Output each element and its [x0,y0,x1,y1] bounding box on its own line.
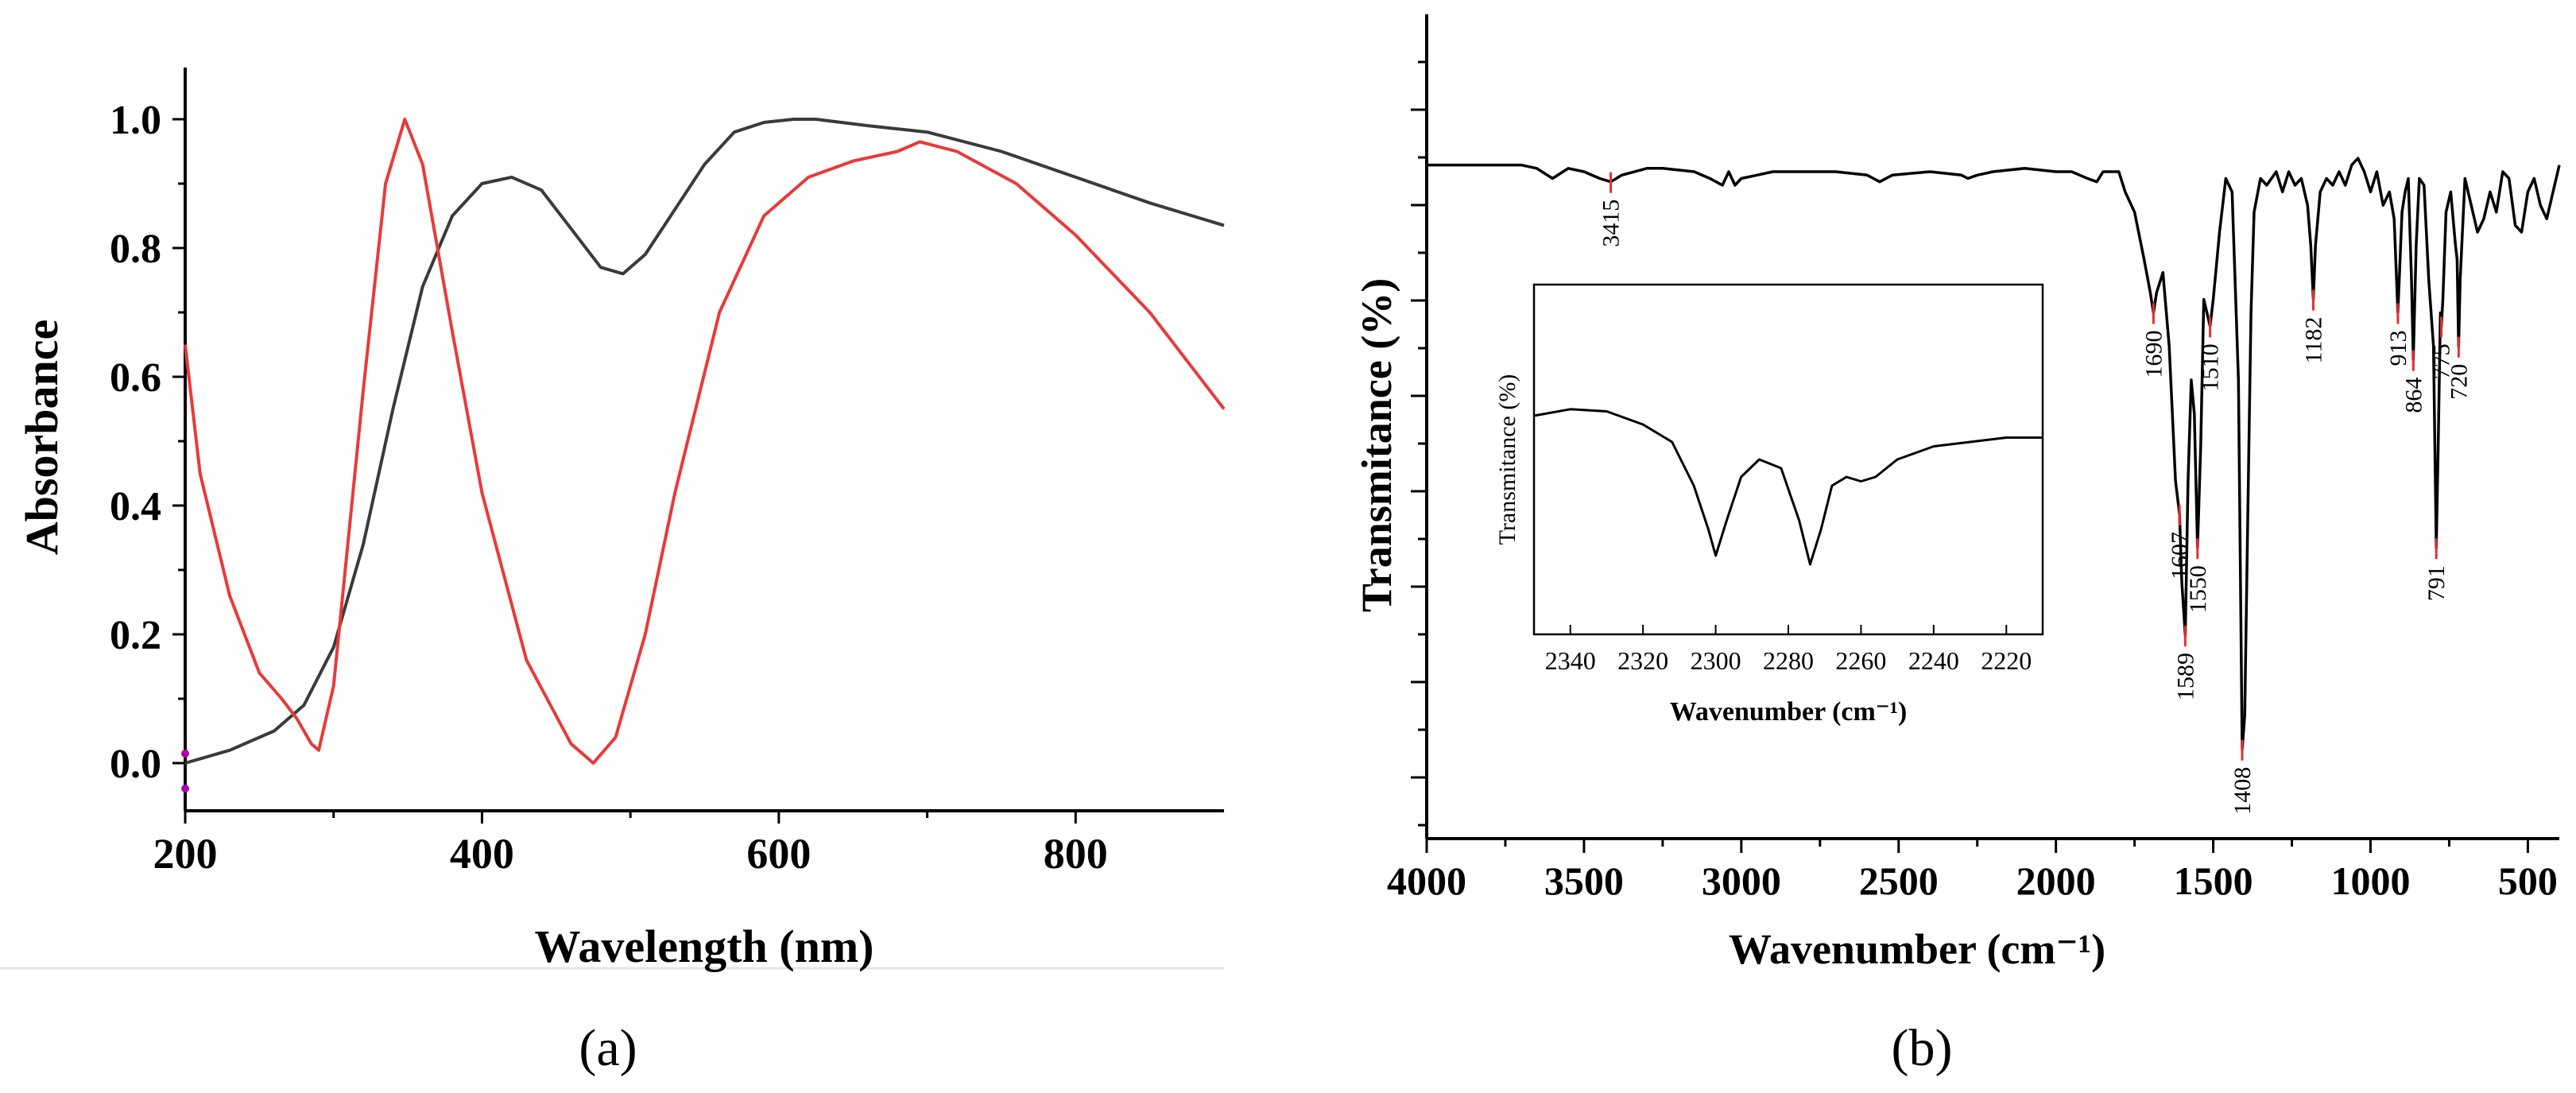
inset-x-tick-label: 2240 [1908,646,1959,675]
panel-a-x-tick-label: 800 [1044,830,1108,878]
panel-a-y-tick-label: 0.4 [110,484,161,529]
panel-b-y-ticks [1411,60,1427,827]
panel-b-peak-label: 1589 [2172,653,2198,700]
panel-a-x-label: Wavelength (nm) [535,921,874,972]
inset-frame [1532,283,2044,636]
panel-b-y-label: Transmitance (%) [1353,278,1400,612]
panel-a-origin-marker [181,750,189,758]
panel-a-y-tick-label: 0.2 [110,613,161,658]
panel-a-series [184,118,1226,765]
inset-x-tick-label: 2340 [1545,646,1596,675]
panel-b-caption: (b) [1892,1019,1953,1077]
panel-b-peak-label: 913 [2385,331,2411,366]
panel-b-x-tick-label: 1500 [2174,859,2253,903]
panel-a-origin-marker [181,785,189,793]
panel-b: 4000 3500 3000 2500 2000 1500 1000 500 3415 1690… [1353,14,2561,1077]
inset-x-tick-label: 2320 [1617,646,1668,675]
panel-a-series-line-gray [184,118,1225,765]
panel-b-x-tick-label: 2500 [1859,859,1939,903]
panel-b-x-tick-label: 3000 [1702,859,1781,903]
panel-b-inset: 2340 2320 2300 2280 2260 2240 2220 Wavenumber … [1494,283,2044,727]
panel-a-y-tick-label: 0.8 [110,227,161,272]
panel-a-x-tick-label: 200 [153,830,218,878]
panel-b-peak-label: 1607 [2167,532,2193,579]
inset-x-tick-label: 2280 [1763,646,1814,675]
panel-a-y-tick-label: 0.6 [110,355,161,401]
panel-a-x-ticks: 200 400 600 800 [153,811,1108,878]
panel-b-peak-label: 720 [2446,364,2472,400]
inset-x-tick-label: 2220 [1981,646,2032,675]
panel-b-peak-label: 1690 [2140,331,2167,378]
panel-b-series-line [1427,157,2561,751]
panel-b-peak-label: 864 [2400,378,2427,413]
panel-b-x-tick-label: 4000 [1387,859,1466,903]
panel-b-peak-label: 1182 [2300,317,2326,364]
inset-x-ticks: 2340 2320 2300 2280 2260 2240 2220 [1545,625,2032,675]
inset-x-label: Wavenumber (cm⁻¹) [1670,697,1908,727]
panel-a-y-tick-label: 0.0 [110,742,161,787]
panel-b-peak-label: 1408 [2229,767,2256,815]
panel-b-x-tick-label: 2000 [2016,859,2096,903]
panel-a-y-tick-label: 1.0 [110,98,161,143]
panel-b-peak-label: 1510 [2198,343,2224,391]
panel-b-peak-label: 775 [2429,343,2455,379]
inset-x-tick-label: 2260 [1835,646,1886,675]
panel-b-peak-labels: 3415 1690 1607 1589 1550 1510 1408 1182 913 864 79… [1598,172,2472,815]
inset-y-label: Transmitance (%) [1494,374,1520,545]
panel-a-x-tick-label: 400 [450,830,514,878]
panel-b-x-tick-label: 500 [2498,859,2558,903]
panel-b-x-tick-label: 3500 [1544,859,1624,903]
panel-b-peak-label: 1550 [2185,565,2211,613]
panel-a-caption: (a) [579,1019,637,1077]
inset-series-line [1533,408,2043,566]
panel-b-peak-label: 791 [2423,565,2450,601]
panel-b-x-label: Wavenumber (cm⁻¹) [1729,925,2105,973]
panel-b-peak-label: 3415 [1598,200,1625,247]
panel-a: 200 400 600 800 0.0 0.2 0.4 0.6 0.8 1.0 Waveleng… [0,68,1226,1077]
panel-a-series-line-red [184,118,1226,765]
panel-b-x-tick-label: 1000 [2331,859,2411,903]
panel-b-series [1427,157,2561,751]
panel-a-y-ticks: 0.0 0.2 0.4 0.6 0.8 1.0 [110,98,189,793]
panel-a-y-label: Absorbance [16,320,68,555]
panel-a-x-tick-label: 600 [746,830,811,878]
inset-x-tick-label: 2300 [1691,646,1741,675]
panel-b-x-ticks: 4000 3500 3000 2500 2000 1500 1000 500 [1387,839,2558,903]
inset-series [1533,408,2043,566]
